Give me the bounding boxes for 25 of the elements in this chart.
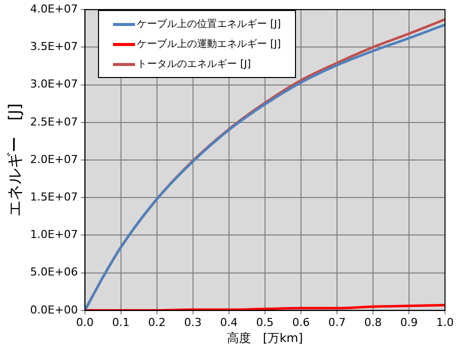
y-tick-label: 0.0E+00 — [30, 303, 78, 316]
x-tick-label: 0.6 — [292, 316, 310, 329]
x-tick-label: 0.8 — [364, 316, 382, 329]
x-tick-label: 0.9 — [400, 316, 418, 329]
y-tick-label: 5.0E+06 — [30, 266, 78, 279]
legend-label: トータルのエネルギー [J] — [137, 58, 251, 71]
x-tick-label: 0.3 — [184, 316, 202, 329]
legend-label: ケーブル上の運動エネルギー [J] — [137, 38, 281, 51]
y-tick-label: 1.0E+07 — [30, 228, 78, 242]
x-axis-title: 高度 [万km] — [226, 330, 303, 345]
x-tick-label: 1.0 — [436, 316, 454, 329]
x-tick-label: 0.5 — [256, 316, 274, 329]
x-tick-label: 0.4 — [220, 316, 238, 329]
x-tick-label: 0.0 — [76, 316, 94, 329]
x-tick-label: 0.1 — [112, 316, 130, 329]
y-tick-label: 1.5E+07 — [30, 190, 78, 204]
y-tick-label: 2.0E+07 — [30, 152, 78, 166]
x-tick-label: 0.7 — [328, 316, 346, 329]
x-tick-label: 0.2 — [148, 316, 166, 329]
y-tick-label: 3.5E+07 — [30, 40, 78, 54]
y-tick-label: 2.5E+07 — [30, 115, 78, 128]
legend-label: ケーブル上の位置エネルギー [J] — [137, 18, 281, 31]
y-axis-title: エネルギー [J] — [4, 103, 24, 217]
y-tick-label: 4.0E+07 — [30, 2, 78, 16]
y-tick-label: 3.0E+07 — [30, 78, 78, 91]
